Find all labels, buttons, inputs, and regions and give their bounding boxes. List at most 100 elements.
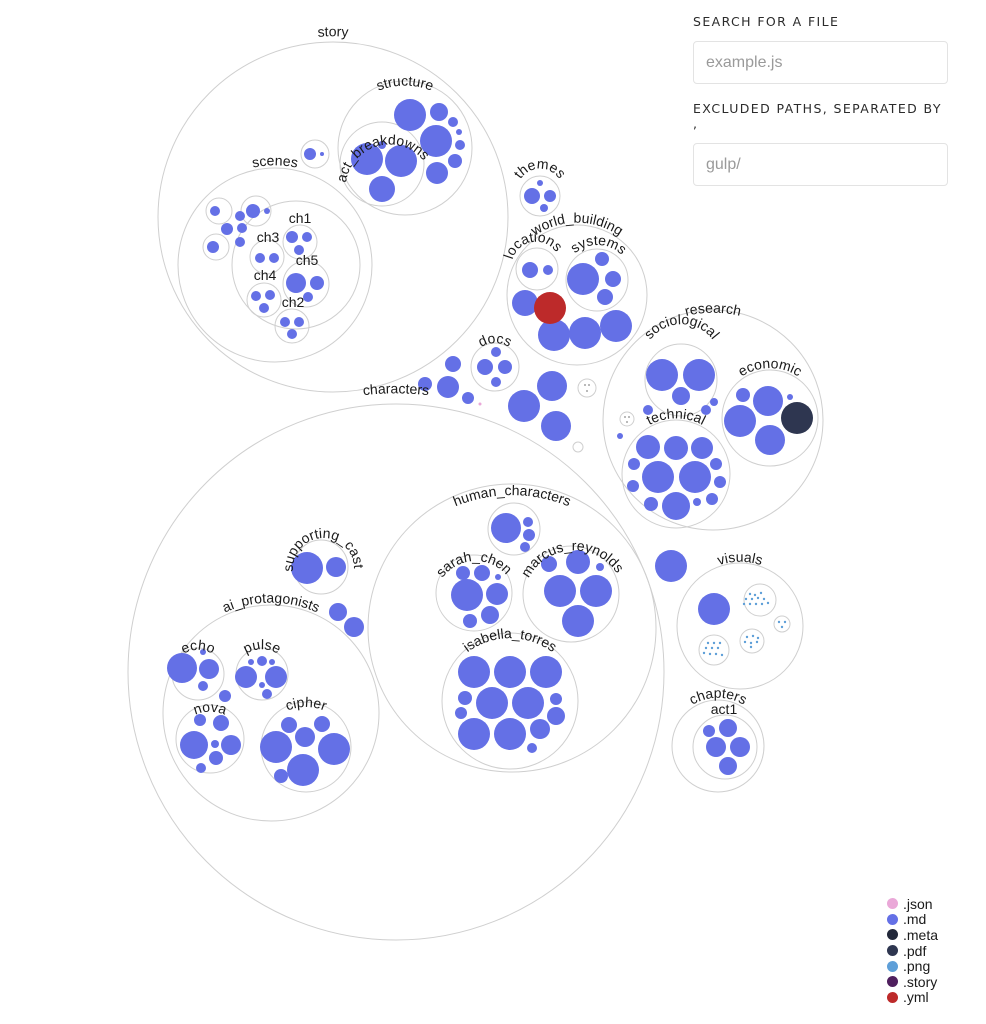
label-ch4: ch4: [254, 267, 277, 283]
legend-label: .pdf: [903, 942, 927, 959]
folder-docs[interactable]: [470, 342, 520, 392]
folder-ch3[interactable]: [249, 239, 285, 275]
excluded-paths-label: EXCLUDED PATHS, SEPARATED BY ,: [693, 101, 942, 131]
folder-world-building[interactable]: [506, 224, 648, 366]
folder-ch5[interactable]: [282, 260, 330, 308]
label-economic: economic: [735, 355, 805, 379]
label-technical: technical: [644, 405, 709, 427]
folder-themes[interactable]: [519, 175, 561, 217]
label-ai-protagonists: ai_protagonists: [220, 590, 322, 616]
folder-human-characters[interactable]: [367, 483, 657, 773]
folder-scene-b[interactable]: [240, 195, 272, 227]
label-act1: act1: [711, 701, 738, 717]
folder-visuals-a[interactable]: [743, 583, 777, 617]
json-swatch-icon: [887, 898, 898, 910]
meta-swatch-icon: [887, 929, 898, 941]
label-sociological: sociological: [640, 311, 722, 342]
folder-act1[interactable]: [692, 714, 758, 780]
label-ch3: ch3: [257, 229, 280, 245]
folder-ch1[interactable]: [282, 224, 318, 260]
label-cipher: cipher: [283, 694, 329, 714]
legend-label: .yml: [903, 989, 929, 1006]
legend-item-story: .story: [887, 974, 938, 990]
legend-label: .md: [903, 911, 927, 928]
label-echo: echo: [178, 637, 217, 657]
folder-visuals-d[interactable]: [773, 615, 791, 633]
label-isabella-torres: isabella_torres: [460, 625, 560, 655]
label-story: story: [317, 23, 349, 40]
controls-panel: SEARCH FOR A FILE EXCLUDED PATHS, SEPARA…: [693, 0, 949, 186]
md-swatch-icon: [887, 913, 898, 925]
label-ch1: ch1: [289, 210, 312, 226]
folder-sociological[interactable]: [644, 343, 718, 417]
yml-swatch-icon: [887, 991, 898, 1003]
folder-act-breakdowns[interactable]: [339, 121, 425, 207]
legend-label: .story: [903, 973, 938, 990]
legend-item-md: .md: [887, 911, 938, 928]
folder-scene-c[interactable]: [202, 233, 230, 261]
file-nodes: [167, 99, 793, 786]
search-input[interactable]: [693, 41, 948, 84]
folder-story[interactable]: [157, 41, 509, 393]
legend-item-json: .json: [887, 896, 938, 912]
folder-chapters-group[interactable]: [231, 200, 361, 330]
legend-item-yml: .yml: [887, 989, 938, 1006]
label-docs: docs: [476, 330, 515, 350]
label-locations: locations: [500, 229, 566, 261]
file-type-legend: .json .md .meta .pdf .png .story .yml: [887, 896, 938, 1005]
folder-nova[interactable]: [175, 704, 245, 774]
file-pdf[interactable]: [781, 402, 813, 434]
legend-label: .png: [903, 958, 931, 975]
folder-visuals-c[interactable]: [739, 628, 765, 654]
label-visuals: visuals: [715, 549, 764, 568]
file-json[interactable]: [478, 402, 482, 406]
folder-scene-a[interactable]: [205, 197, 233, 225]
label-chapters: chapters: [686, 685, 750, 708]
folder-ch2[interactable]: [274, 308, 310, 344]
excluded-paths-input[interactable]: [693, 143, 948, 186]
folder-chapters[interactable]: [671, 699, 765, 793]
folder-technical[interactable]: [621, 419, 731, 529]
label-characters: characters: [362, 380, 430, 398]
label-scenes: scenes: [251, 152, 300, 170]
search-label: SEARCH FOR A FILE: [693, 14, 840, 29]
legend-item-pdf: .pdf: [887, 943, 938, 959]
legend-label: .meta: [903, 926, 939, 943]
folder-small-b[interactable]: [572, 441, 584, 453]
folder-sarah-chen[interactable]: [435, 554, 513, 632]
label-themes: themes: [510, 155, 569, 181]
label-nova: nova: [191, 699, 229, 718]
folder-human-sub[interactable]: [487, 502, 541, 556]
folder-structure[interactable]: [337, 80, 473, 216]
folder-visuals-b[interactable]: [698, 634, 730, 666]
label-ch5: ch5: [296, 252, 319, 268]
png-swatch-icon: [887, 960, 898, 972]
legend-item-meta: .meta: [887, 927, 938, 943]
folder-isabella-torres[interactable]: [441, 632, 579, 770]
legend-label: .json: [903, 895, 933, 912]
story-swatch-icon: [887, 976, 898, 988]
file-yml[interactable]: [534, 292, 566, 324]
folder-small-a[interactable]: [577, 378, 597, 398]
folder-scenes[interactable]: [177, 167, 373, 363]
folder-ch4[interactable]: [246, 282, 282, 318]
label-pulse: pulse: [240, 636, 283, 656]
tiny-files: [584, 384, 630, 423]
label-structure: structure: [374, 73, 436, 94]
folder-marcus-reynolds[interactable]: [522, 545, 620, 643]
folder-visuals[interactable]: [676, 562, 804, 690]
legend-item-png: .png: [887, 958, 938, 974]
folder-locations[interactable]: [515, 247, 559, 291]
png-clusters: [702, 591, 787, 657]
label-supporting-cast: supporting_cast: [280, 525, 367, 572]
folder-systems[interactable]: [565, 248, 629, 312]
folder-research[interactable]: [602, 309, 824, 531]
folder-ai-protagonists[interactable]: [162, 604, 380, 822]
folder-research-sub[interactable]: [619, 411, 635, 427]
folder-characters[interactable]: [127, 403, 665, 941]
label-ch2: ch2: [282, 294, 305, 310]
folder-economic[interactable]: [721, 369, 819, 467]
pdf-swatch-icon: [887, 945, 898, 957]
folder-story-sub[interactable]: [300, 139, 330, 169]
